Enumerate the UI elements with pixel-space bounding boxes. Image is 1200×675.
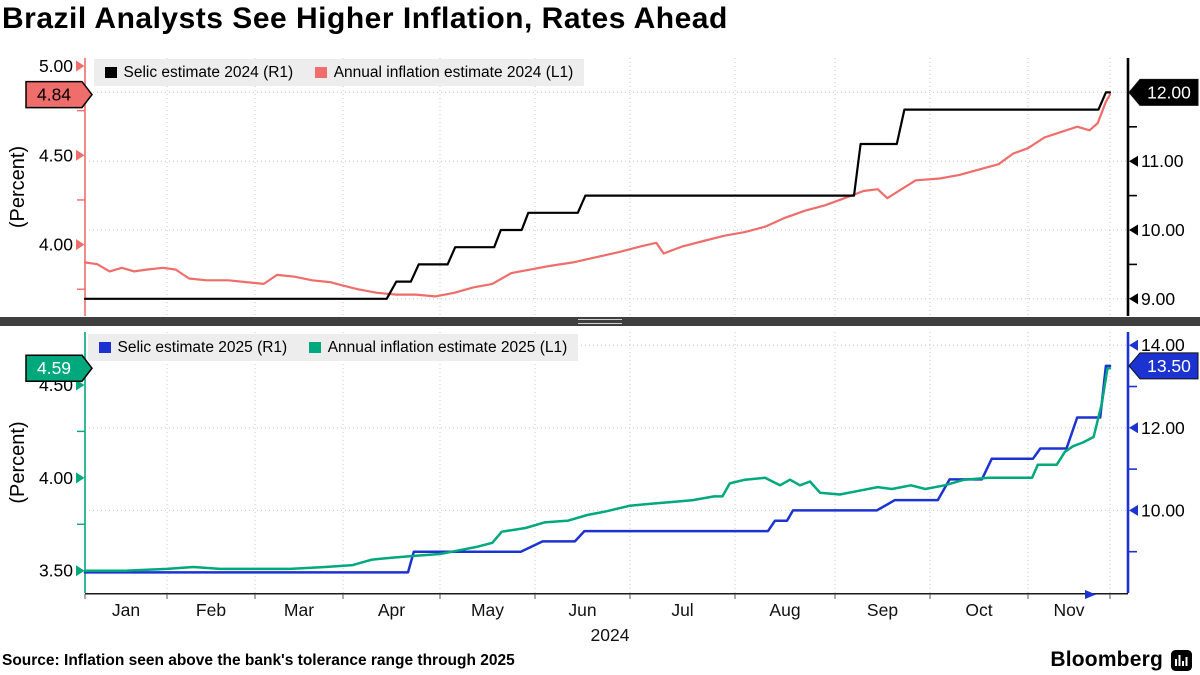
right-axis-tick-label: 11.00	[1141, 151, 1184, 171]
right-tick-arrow-icon	[1129, 422, 1138, 434]
x-axis-month-label: Jan	[112, 600, 140, 620]
left-tick-arrow-icon	[76, 379, 85, 391]
left-axis-tick-label: 5.00	[39, 56, 73, 76]
right-axis-tick-label: 10.00	[1141, 500, 1185, 520]
legend-entry-inflation-2024: Annual inflation estimate 2024 (L1)	[315, 64, 573, 82]
right-tick-arrow-icon	[1129, 504, 1138, 516]
legend-label: Selic estimate 2025 (R1)	[117, 338, 288, 356]
footer: Source: Inflation seen above the bank's …	[0, 646, 1200, 675]
left-tick-arrow-icon	[76, 60, 85, 72]
right-axis-tick-label: 9.00	[1141, 289, 1175, 309]
x-axis-end-arrow-icon	[1085, 590, 1096, 599]
legend-entry-selic-2025: Selic estimate 2025 (R1)	[99, 339, 287, 357]
right-tick-arrow-icon	[1129, 155, 1138, 167]
selic-2024-swatch-icon	[105, 66, 117, 79]
legend-bottom-panel: Selic estimate 2025 (R1) Annual inflatio…	[88, 334, 579, 361]
y-axis-title: (Percent)	[7, 421, 29, 503]
left-value-tag-label: 4.59	[37, 358, 71, 378]
right-axis-tick-label: 12.00	[1141, 418, 1185, 438]
left-tick-arrow-icon	[76, 565, 85, 577]
x-axis-month-label: May	[471, 600, 504, 620]
x-axis-month-label: Feb	[196, 600, 226, 620]
x-axis-month-label: Oct	[965, 600, 992, 620]
panel-top: 5.00 4.50 4.00 11.00 10.00 9.00 4.84 12.00 (Perc…	[7, 56, 1199, 316]
y-axis-title: (Percent)	[7, 146, 29, 228]
left-tick-arrow-icon	[76, 239, 85, 251]
bloomberg-wordmark: Bloomberg	[1050, 648, 1163, 671]
annual-inflation-estimate-2025-line	[83, 366, 1112, 572]
x-axis-month-label: Apr	[378, 600, 405, 620]
right-value-tag-label: 13.50	[1147, 356, 1191, 376]
legend-label: Annual inflation estimate 2024 (L1)	[333, 63, 574, 81]
right-tick-arrow-icon	[1129, 293, 1138, 305]
left-tick-arrow-icon	[76, 149, 85, 161]
right-value-tag	[1128, 78, 1199, 106]
legend-entry-selic-2024: Selic estimate 2024 (R1)	[105, 64, 293, 82]
selic-estimate-2024-line	[83, 91, 1112, 300]
left-axis-tick-label: 4.50	[39, 145, 73, 165]
legend-top-panel: Selic estimate 2024 (R1) Annual inflatio…	[94, 59, 585, 86]
right-tick-arrow-icon	[1129, 224, 1138, 236]
right-value-tag	[1128, 352, 1199, 380]
inflation-2025-swatch-icon	[309, 341, 321, 354]
source-line: Source: Inflation seen above the bank's …	[2, 652, 515, 669]
left-axis-tick-label: 3.50	[39, 561, 73, 581]
legend-label: Selic estimate 2024 (R1)	[123, 63, 294, 81]
bar-chart-icon	[1171, 649, 1192, 671]
right-value-tag-label: 12.00	[1147, 82, 1191, 102]
x-axis-year-label: 2024	[591, 625, 630, 645]
inflation-2024-swatch-icon	[315, 66, 327, 79]
legend-label: Annual inflation estimate 2025 (L1)	[327, 338, 568, 356]
panel-separator	[0, 317, 1200, 326]
x-axis-month-label: Jul	[671, 600, 693, 620]
x-axis-month-label: Nov	[1053, 600, 1084, 620]
left-axis-tick-label: 4.00	[39, 468, 73, 488]
x-axis-month-label: Jun	[568, 600, 596, 620]
left-tick-arrow-icon	[76, 472, 85, 484]
legend-entry-inflation-2025: Annual inflation estimate 2025 (L1)	[309, 339, 567, 357]
annual-inflation-estimate-2024-line	[83, 93, 1112, 298]
x-axis-month-label: Aug	[769, 600, 800, 620]
selic-estimate-2025-line	[83, 364, 1112, 574]
x-axis: Jan Feb Mar Apr May Jun Jul Aug Sep Oct Nov 2024	[84, 590, 1128, 645]
left-axis-tick-label: 4.00	[39, 235, 73, 255]
bloomberg-logo: Bloomberg	[1050, 648, 1192, 672]
left-value-tag-label: 4.84	[37, 85, 71, 105]
right-axis-tick-label: 14.00	[1141, 335, 1185, 355]
left-value-tag	[25, 354, 93, 382]
x-axis-month-label: Sep	[867, 600, 898, 620]
selic-2025-swatch-icon	[99, 341, 111, 354]
separator-drag-handle[interactable]	[578, 319, 622, 324]
right-tick-arrow-icon	[1129, 339, 1138, 351]
left-value-tag	[25, 80, 93, 109]
right-axis-tick-label: 10.00	[1141, 220, 1185, 240]
x-axis-month-label: Mar	[284, 600, 314, 620]
page-title: Brazil Analysts See Higher Inflation, Ra…	[2, 2, 728, 35]
